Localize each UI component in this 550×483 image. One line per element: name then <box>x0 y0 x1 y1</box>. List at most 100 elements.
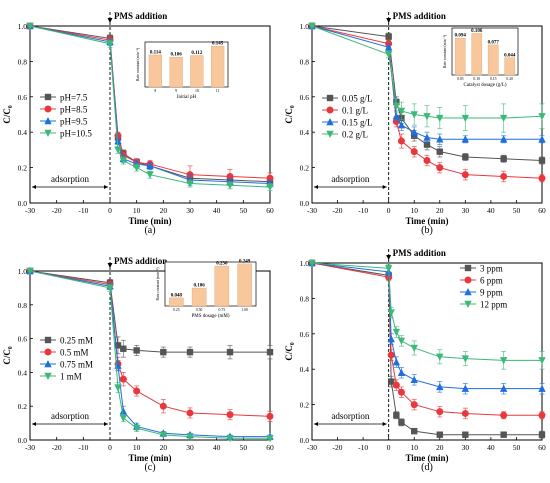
data-point <box>132 424 141 433</box>
data-point <box>392 112 401 120</box>
x-tick-label: 0 <box>387 206 391 215</box>
x-tick-label: 50 <box>240 206 248 215</box>
data-point <box>387 335 395 343</box>
legend-marker <box>44 105 52 113</box>
data-point <box>384 265 393 273</box>
inset-bar-value: 0.094 <box>455 34 467 39</box>
data-point <box>226 435 234 443</box>
inset-bar-value: 0.048 <box>171 293 183 298</box>
legend-label: pH=9.5 <box>60 117 88 127</box>
adsorption-label: adsorption <box>331 174 369 184</box>
x-tick-label: -20 <box>333 206 343 215</box>
legend-label: pH=8.5 <box>60 105 88 115</box>
legend-marker <box>464 300 472 308</box>
data-point <box>384 51 393 59</box>
data-point <box>392 358 401 366</box>
data-point <box>397 337 406 345</box>
legend-marker <box>464 288 472 296</box>
data-point <box>461 384 470 392</box>
inset-bar-value: 0.077 <box>488 40 500 45</box>
series-0-2-g-l <box>308 22 546 133</box>
legend-label: 0.05 g/L <box>342 94 373 104</box>
inset-x-tick-label: 1.00 <box>241 308 248 312</box>
inset-bar <box>148 54 163 88</box>
y-axis-label: C/C₀ <box>284 342 294 360</box>
y-tick-label: 0.0 <box>300 436 310 445</box>
data-point <box>266 435 274 443</box>
legend-label: 0.1 g/L <box>342 106 368 116</box>
data-point <box>120 345 127 352</box>
data-point <box>436 135 444 143</box>
inset-bar <box>210 46 225 88</box>
inset-x-tick-label: 0.25 <box>173 308 180 312</box>
inset-x-tick-label: 0.05 <box>457 77 464 81</box>
arrow-left-icon <box>314 422 318 426</box>
pms-addition-label: PMS addition <box>114 256 167 266</box>
y-tick-label: 0.0 <box>18 199 28 208</box>
legend-marker <box>44 117 52 125</box>
x-axis-label: Time (min) <box>128 216 171 226</box>
legend: 3 ppm 6 ppm 9 ppm 12 ppm <box>460 264 507 310</box>
data-point <box>461 355 470 363</box>
data-point <box>186 348 194 356</box>
data-point <box>186 409 194 417</box>
x-tick-label: -30 <box>25 443 35 452</box>
data-point <box>397 137 405 145</box>
data-point <box>226 348 234 356</box>
panel-label: (a) <box>144 225 155 236</box>
x-tick-label: 50 <box>240 443 248 452</box>
inset-y-axis-label: Rate constant (min⁻¹) <box>136 47 140 81</box>
inset-bar-value: 0.114 <box>150 50 161 55</box>
x-tick-label: -30 <box>307 206 317 215</box>
legend-label: 12 ppm <box>480 300 507 310</box>
data-point <box>146 161 154 170</box>
plot-frame <box>29 25 271 204</box>
y-tick-label: 0.8 <box>18 301 28 310</box>
data-point <box>410 344 418 352</box>
data-point <box>385 33 392 40</box>
data-point <box>436 353 444 361</box>
x-tick-label: 30 <box>462 206 470 215</box>
inset-bar <box>190 55 204 88</box>
pms-addition-label: PMS addition <box>114 11 167 21</box>
data-point <box>499 357 508 365</box>
inset-x-tick-label: 9 <box>175 89 177 93</box>
inset-x-tick-label: 0.10 <box>473 77 480 81</box>
pms-addition-label: PMS addition <box>393 11 446 21</box>
series-12-ppm <box>308 259 546 370</box>
data-point <box>436 114 444 123</box>
legend-label: 0.25 mM <box>60 336 93 346</box>
inset-bar <box>471 33 483 76</box>
inset-bar-value: 0.106 <box>194 284 206 289</box>
data-point <box>499 114 508 123</box>
legend-marker <box>44 336 52 344</box>
inset-bar <box>169 56 183 88</box>
data-point <box>397 107 406 115</box>
y-axis-label: C/C₀ <box>2 346 12 364</box>
data-point <box>114 137 122 145</box>
arrow-right-icon <box>382 185 387 189</box>
arrow-right-icon <box>104 185 108 189</box>
y-tick-label: 0.8 <box>300 294 310 303</box>
x-tick-label: 10 <box>410 206 418 215</box>
y-tick-label: 0.4 <box>18 128 28 137</box>
data-point <box>538 113 546 121</box>
series-1-mm <box>26 267 274 443</box>
data-point <box>462 153 469 161</box>
data-point <box>160 348 167 356</box>
y-tick-label: 0.6 <box>18 335 28 344</box>
x-tick-label: 20 <box>436 443 444 452</box>
inset-bar <box>191 287 207 307</box>
y-tick-label: 0.6 <box>300 330 310 339</box>
legend-marker <box>464 264 472 272</box>
inset-bar <box>214 265 230 307</box>
data-point <box>146 171 154 179</box>
series-6-ppm <box>308 259 546 420</box>
x-tick-label: 30 <box>462 443 470 452</box>
data-point <box>398 419 405 426</box>
x-tick-label: 0 <box>108 443 112 452</box>
x-tick-label: -30 <box>25 206 35 215</box>
x-tick-label: -20 <box>52 443 62 452</box>
y-tick-label: 0.6 <box>18 93 28 102</box>
data-point <box>538 384 546 392</box>
